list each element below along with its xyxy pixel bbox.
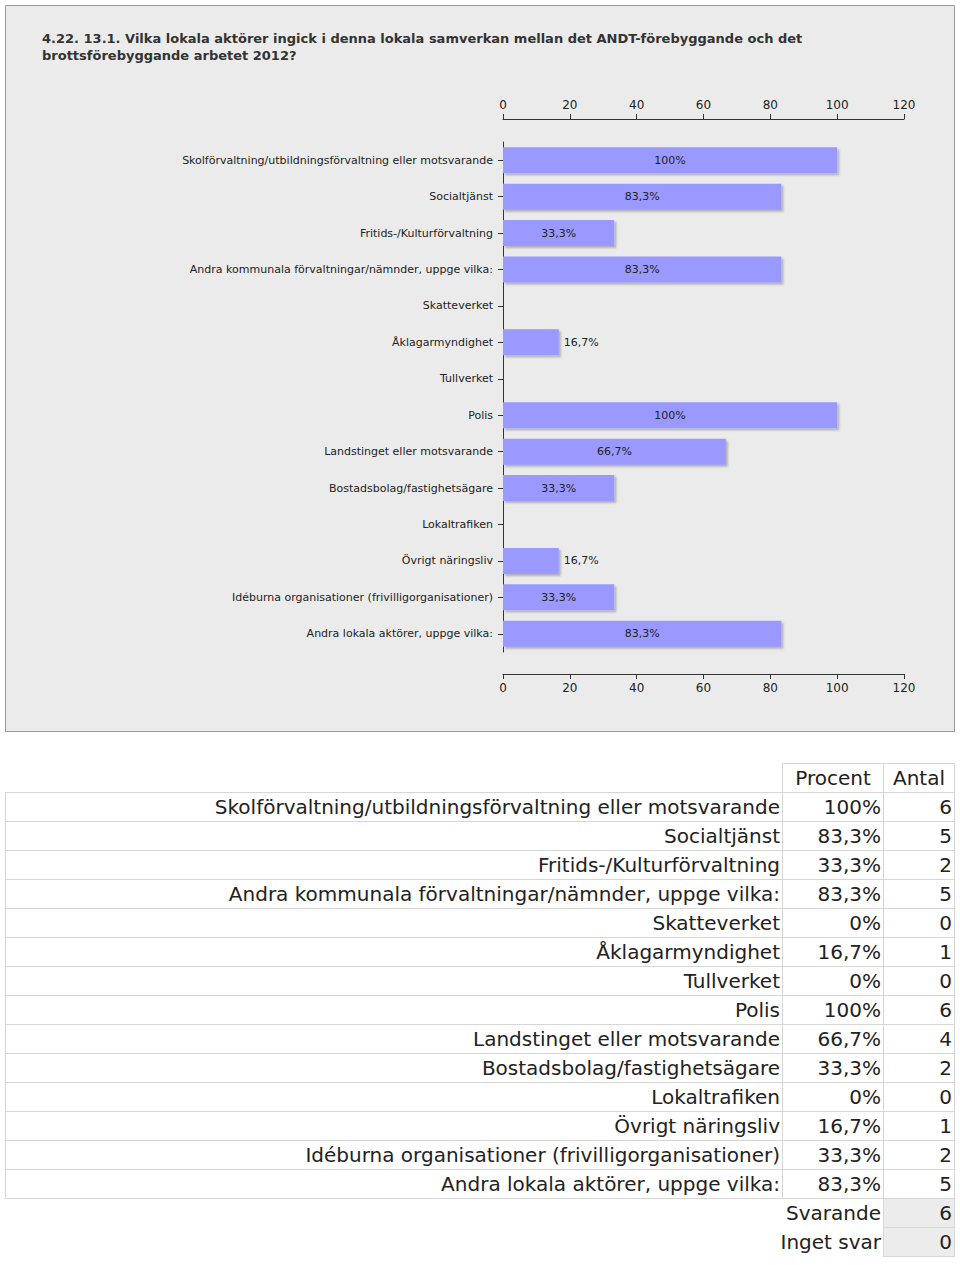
html-text:Antal: Antal — [893, 766, 945, 790]
html-text:Åklagarmyndighet: Åklagarmyndighet — [596, 940, 780, 964]
html-text:4: 4 — [939, 1027, 952, 1051]
svg-text:40: 40 — [629, 681, 644, 695]
html-text:33,3%: 33,3% — [817, 1143, 881, 1167]
html-text:5: 5 — [939, 1172, 952, 1196]
html-text:Idéburna organisationer (frivi: Idéburna organisationer (frivilligorgani… — [305, 1143, 780, 1167]
svg-text:0: 0 — [499, 98, 507, 112]
svg-text:100%: 100% — [654, 154, 685, 167]
html-text:100%: 100% — [823, 795, 881, 819]
html-text:66,7%: 66,7% — [817, 1027, 881, 1051]
svg-text:Lokaltrafiken: Lokaltrafiken — [422, 518, 493, 531]
svg-text:Bostadsbolag/fastighetsägare: Bostadsbolag/fastighetsägare — [329, 482, 493, 495]
html-text:5: 5 — [939, 824, 952, 848]
html-text:Lokaltrafiken: Lokaltrafiken — [651, 1085, 780, 1109]
svg-text:Idéburna organisationer (frivi: Idéburna organisationer (frivilligorgani… — [232, 591, 493, 604]
html-text:6: 6 — [939, 1201, 952, 1225]
html-text:83,3%: 83,3% — [817, 1172, 881, 1196]
svg-text:100: 100 — [826, 98, 849, 112]
html-text:6: 6 — [939, 795, 952, 819]
html-text:33,3%: 33,3% — [817, 1056, 881, 1080]
html-text:83,3%: 83,3% — [817, 824, 881, 848]
html-text:Svarande: Svarande — [786, 1201, 881, 1226]
html-text:Andra kommunala förvaltningar/: Andra kommunala förvaltningar/nämnder, u… — [228, 882, 780, 906]
svg-text:120: 120 — [893, 98, 916, 112]
svg-text:Tullverket: Tullverket — [439, 372, 494, 385]
svg-text:83,3%: 83,3% — [625, 190, 660, 203]
svg-text:20: 20 — [562, 98, 577, 112]
html-text:1: 1 — [939, 940, 952, 964]
html-text:5: 5 — [939, 882, 952, 906]
html-text:Övrigt näringsliv: Övrigt näringsliv — [614, 1114, 780, 1138]
html-text:0: 0 — [939, 969, 952, 993]
svg-text:60: 60 — [696, 681, 711, 695]
html-text:0%: 0% — [849, 969, 881, 993]
html-text:Polis: Polis — [734, 998, 780, 1022]
html-text:0: 0 — [939, 1085, 952, 1109]
html-text:2: 2 — [939, 1056, 952, 1080]
svg-text:100%: 100% — [654, 409, 685, 422]
html-text:83,3%: 83,3% — [817, 882, 881, 906]
html-text:1: 1 — [939, 1114, 952, 1138]
svg-text:33,3%: 33,3% — [541, 591, 576, 604]
html-text:2: 2 — [939, 853, 952, 877]
html-text:Tullverket: Tullverket — [683, 969, 780, 993]
svg-text:Fritids-/Kulturförvaltning: Fritids-/Kulturförvaltning — [360, 227, 493, 240]
html-text:33,3%: 33,3% — [817, 853, 881, 877]
svg-text:40: 40 — [629, 98, 644, 112]
html-text:Skolförvaltning/utbildningsför: Skolförvaltning/utbildningsförvaltning e… — [214, 795, 780, 819]
html-text:Socialtjänst: Socialtjänst — [664, 824, 780, 848]
svg-text:0: 0 — [499, 681, 507, 695]
svg-text:Andra kommunala förvaltningar/: Andra kommunala förvaltningar/nämnder, u… — [190, 263, 493, 276]
svg-text:80: 80 — [763, 681, 778, 695]
svg-text:Skatteverket: Skatteverket — [423, 299, 494, 312]
svg-text:4.22. 13.1. Vilka lokala aktör: 4.22. 13.1. Vilka lokala aktörer ingick … — [42, 31, 807, 46]
html-text:Landstinget eller motsvarande: Landstinget eller motsvarande — [473, 1027, 780, 1051]
svg-text:100: 100 — [826, 681, 849, 695]
html-text:6: 6 — [939, 998, 952, 1022]
html-text:16,7%: 16,7% — [817, 940, 881, 964]
html-text:100%: 100% — [823, 998, 881, 1022]
svg-text:16,7%: 16,7% — [564, 336, 599, 349]
html-text:Skatteverket: Skatteverket — [652, 911, 780, 935]
svg-text:Övrigt näringsliv: Övrigt näringsliv — [402, 554, 494, 567]
svg-text:66,7%: 66,7% — [597, 445, 632, 458]
svg-text:120: 120 — [893, 681, 916, 695]
svg-text:brottsförebyggande arbetet 201: brottsförebyggande arbetet 2012? — [42, 48, 297, 63]
svg-text:33,3%: 33,3% — [541, 227, 576, 240]
html-text:Andra lokala aktörer, uppge vi: Andra lokala aktörer, uppge vilka: — [441, 1172, 780, 1196]
svg-text:83,3%: 83,3% — [625, 263, 660, 276]
svg-text:Socialtjänst: Socialtjänst — [429, 190, 493, 203]
html-text:2: 2 — [939, 1143, 952, 1167]
svg-text:80: 80 — [763, 98, 778, 112]
html-text:0: 0 — [939, 911, 952, 935]
svg-text:Polis: Polis — [468, 409, 493, 422]
html-text:0%: 0% — [849, 911, 881, 935]
html-text:16,7%: 16,7% — [817, 1114, 881, 1138]
svg-text:Andra lokala aktörer, uppge vi: Andra lokala aktörer, uppge vilka: — [307, 627, 493, 640]
svg-text:83,3%: 83,3% — [625, 627, 660, 640]
html-text:Procent: Procent — [795, 766, 871, 790]
svg-text:Landstinget eller motsvarande: Landstinget eller motsvarande — [324, 445, 493, 458]
html-text:Fritids-/Kulturförvaltning: Fritids-/Kulturförvaltning — [538, 853, 780, 877]
svg-text:16,7%: 16,7% — [564, 554, 599, 567]
html-text:0: 0 — [939, 1230, 952, 1254]
svg-text:60: 60 — [696, 98, 711, 112]
svg-text:33,3%: 33,3% — [541, 482, 576, 495]
html-text:0%: 0% — [849, 1085, 881, 1109]
svg-text:Åklagarmyndighet: Åklagarmyndighet — [392, 336, 494, 349]
html-text:Bostadsbolag/fastighetsägare: Bostadsbolag/fastighetsägare — [481, 1056, 780, 1080]
svg-text:20: 20 — [562, 681, 577, 695]
svg-text:Skolförvaltning/utbildningsför: Skolförvaltning/utbildningsförvaltning e… — [182, 154, 493, 167]
html-text:Inget svar: Inget svar — [780, 1230, 881, 1254]
